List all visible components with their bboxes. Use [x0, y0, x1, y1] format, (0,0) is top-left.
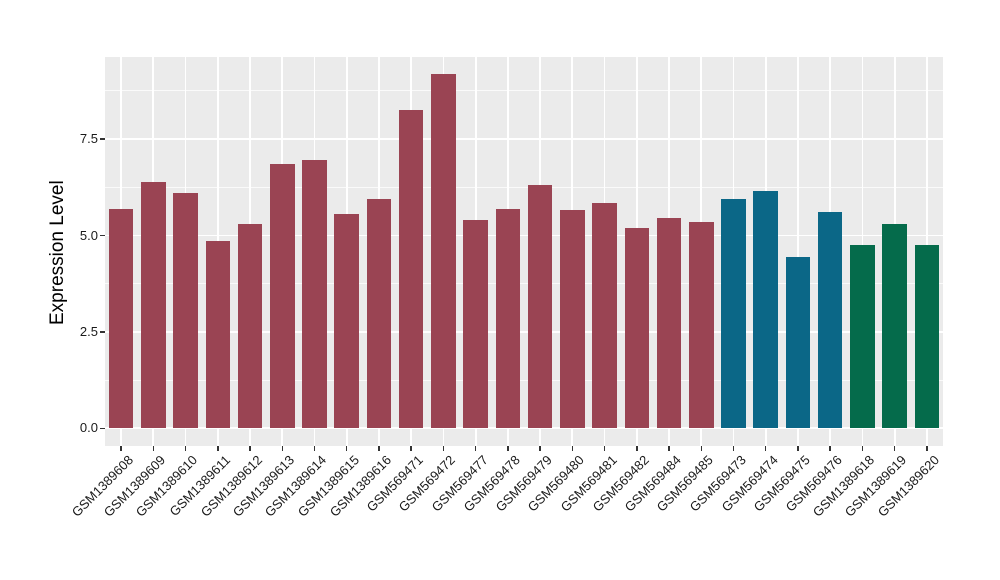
major-gridline	[105, 330, 943, 333]
x-tick-mark	[764, 446, 767, 451]
y-tick-mark	[100, 138, 105, 140]
x-tick-mark	[539, 446, 541, 451]
bar	[463, 220, 488, 429]
x-tick-mark	[636, 446, 638, 451]
bar	[270, 164, 295, 429]
x-tick-mark	[603, 446, 606, 451]
major-gridline	[105, 234, 943, 237]
x-tick-mark	[797, 446, 799, 451]
y-tick-mark	[100, 427, 105, 429]
x-tick-mark	[281, 446, 284, 451]
major-gridline	[105, 427, 943, 430]
x-tick-mark	[345, 446, 348, 451]
x-tick-mark	[829, 446, 831, 451]
minor-gridline	[105, 283, 943, 285]
y-tick-label: 2.5	[79, 323, 98, 339]
x-tick-mark	[700, 446, 703, 451]
y-tick-mark	[100, 234, 105, 237]
x-tick-mark	[313, 446, 316, 451]
bar	[237, 223, 263, 429]
bar	[527, 185, 553, 429]
bar	[108, 208, 134, 429]
y-axis-title: Expression Level	[47, 180, 68, 325]
y-tick-label: 5.0	[79, 227, 98, 243]
x-tick-mark	[732, 446, 735, 451]
x-tick-mark	[410, 446, 412, 451]
bar	[624, 227, 650, 429]
minor-gridline	[105, 186, 943, 188]
x-tick-mark	[893, 446, 896, 451]
bar	[689, 222, 714, 429]
bar	[173, 193, 198, 429]
x-tick-mark	[571, 446, 574, 451]
vertical-gridline	[797, 57, 799, 446]
bar	[398, 110, 424, 429]
x-tick-mark	[442, 446, 445, 451]
x-tick-mark	[474, 446, 477, 451]
bar	[334, 214, 359, 429]
bar	[721, 198, 746, 429]
bar	[753, 191, 778, 429]
x-tick-mark	[249, 446, 251, 451]
x-tick-mark	[120, 446, 122, 451]
bar	[817, 212, 843, 429]
bar	[592, 202, 617, 429]
bar	[495, 208, 521, 429]
bar	[785, 256, 811, 429]
y-tick-label: 0.0	[79, 420, 98, 436]
major-gridline	[105, 138, 943, 140]
bar	[431, 73, 456, 429]
bar	[914, 245, 940, 429]
x-tick-mark	[926, 446, 928, 451]
x-tick-mark	[217, 446, 219, 451]
bar	[882, 223, 907, 429]
bar	[141, 181, 166, 429]
x-tick-mark	[184, 446, 187, 451]
x-tick-mark	[861, 446, 864, 451]
y-tick-label: 7.5	[79, 131, 98, 147]
x-tick-mark	[378, 446, 380, 451]
x-tick-mark	[668, 446, 670, 451]
minor-gridline	[105, 90, 943, 92]
bar	[302, 160, 327, 429]
x-tick-mark	[152, 446, 155, 451]
minor-gridline	[105, 379, 943, 381]
x-tick-mark	[507, 446, 509, 451]
bar	[560, 210, 585, 429]
bar	[366, 198, 392, 429]
y-tick-mark	[100, 331, 105, 333]
bar	[656, 218, 682, 429]
bar	[205, 241, 231, 429]
bar	[850, 245, 875, 429]
